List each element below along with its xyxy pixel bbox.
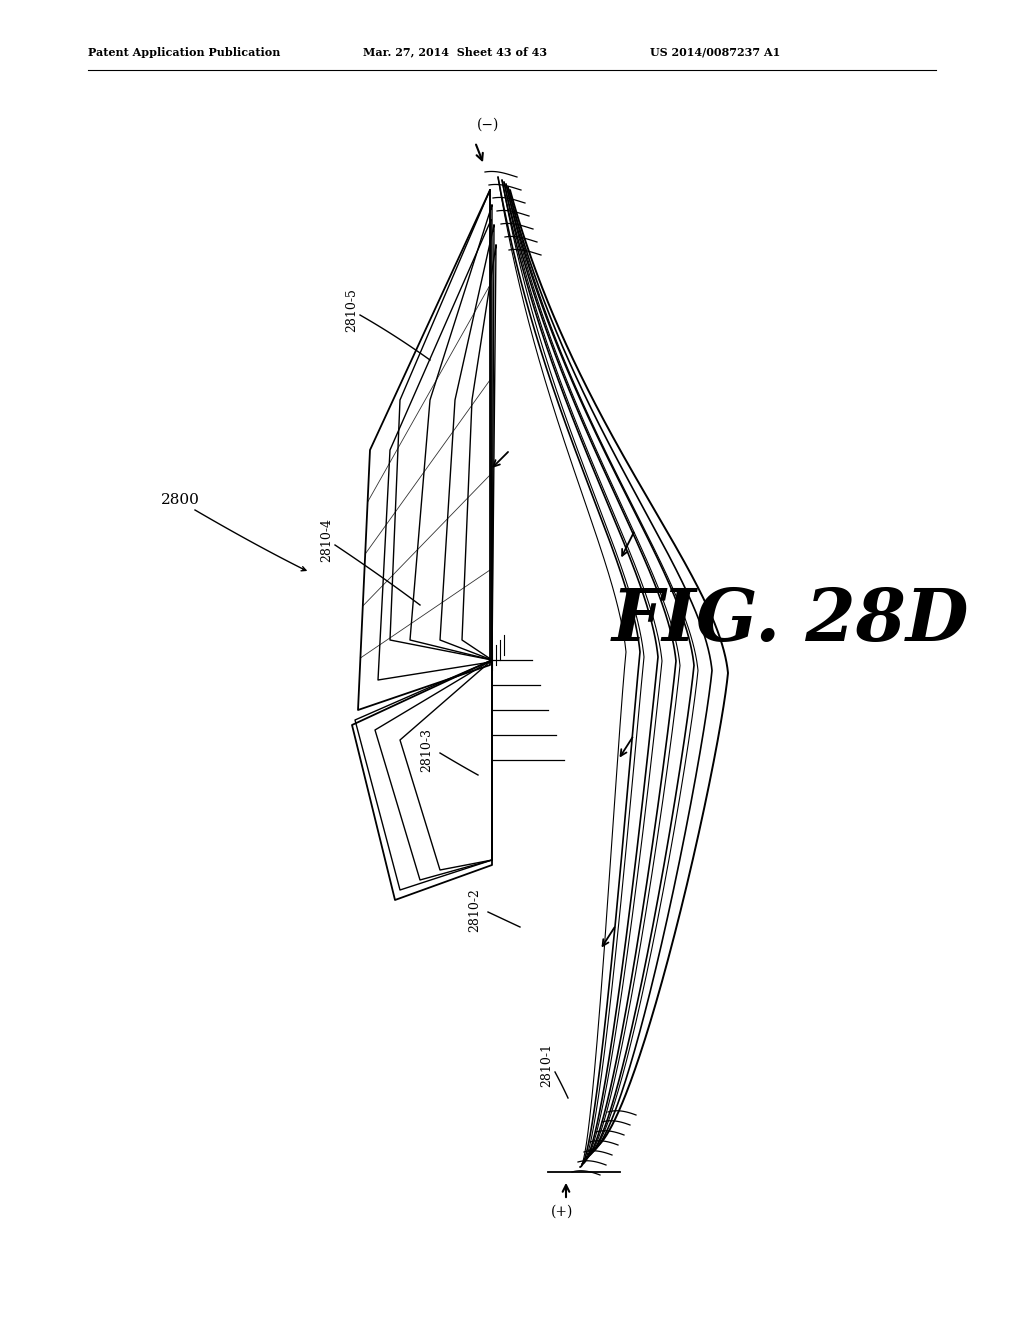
- Text: 2810-4: 2810-4: [319, 517, 333, 562]
- Text: Patent Application Publication: Patent Application Publication: [88, 46, 281, 58]
- Text: 2810-3: 2810-3: [420, 729, 433, 772]
- Text: 2800: 2800: [161, 492, 200, 507]
- Text: 2810-2: 2810-2: [468, 888, 481, 932]
- Text: 2810-1: 2810-1: [540, 1043, 553, 1086]
- Text: Mar. 27, 2014  Sheet 43 of 43: Mar. 27, 2014 Sheet 43 of 43: [362, 46, 547, 58]
- Text: 2810-5: 2810-5: [345, 288, 358, 331]
- Text: FIG. 28D: FIG. 28D: [611, 585, 969, 656]
- Text: (+): (+): [551, 1205, 573, 1218]
- Text: US 2014/0087237 A1: US 2014/0087237 A1: [650, 46, 780, 58]
- Text: (−): (−): [477, 117, 499, 132]
